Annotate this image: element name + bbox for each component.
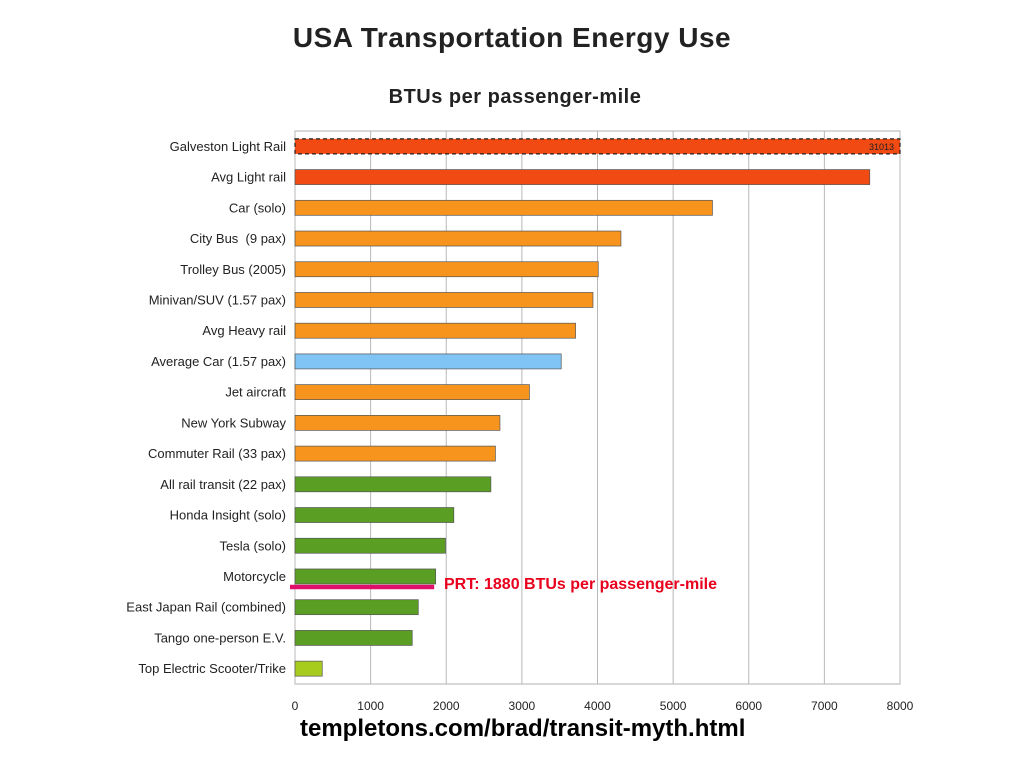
category-label: Motorcycle [223, 569, 286, 584]
bar-data-label: 31013 [869, 142, 894, 152]
category-label: City Bus (9 pax) [190, 231, 286, 246]
category-label: Top Electric Scooter/Trike [138, 661, 286, 676]
x-tick-label: 6000 [735, 699, 762, 713]
gridlines [294, 130, 901, 685]
category-label: Tango one-person E.V. [154, 630, 286, 645]
bar [294, 353, 562, 370]
x-tick-label: 5000 [660, 699, 687, 713]
bar [294, 537, 446, 554]
bar [294, 322, 576, 339]
x-tick-label: 8000 [887, 699, 914, 713]
category-label: Honda Insight (solo) [170, 508, 286, 523]
bar [294, 568, 437, 585]
category-label: New York Subway [181, 415, 286, 430]
category-label: All rail transit (22 pax) [160, 477, 286, 492]
bar [294, 660, 323, 677]
prt-reference-label: PRT: 1880 BTUs per passenger-mile [444, 576, 717, 593]
bar [294, 507, 455, 523]
category-label: Commuter Rail (33 pax) [148, 446, 286, 461]
category-label: East Japan Rail (combined) [126, 600, 286, 615]
category-label: Average Car (1.57 pax) [151, 354, 286, 369]
bar [294, 476, 492, 493]
x-tick-label: 1000 [357, 699, 384, 713]
category-label: Car (solo) [229, 200, 286, 215]
x-tick-labels: 0 1000 2000 3000 4000 5000 6000 7000 8000 [292, 699, 914, 713]
x-tick-label: 7000 [811, 699, 838, 713]
bar [294, 169, 871, 185]
category-label: Galveston Light Rail [170, 139, 286, 154]
bar [294, 261, 599, 278]
bar [294, 445, 496, 462]
bar [294, 630, 413, 646]
bar [294, 292, 594, 308]
x-tick-label: 4000 [584, 699, 611, 713]
x-tick-label: 0 [292, 699, 299, 713]
bar [294, 199, 713, 216]
bar [294, 138, 901, 155]
bar [294, 599, 419, 616]
category-label: Trolley Bus (2005) [180, 262, 286, 277]
bar [294, 384, 530, 400]
chart-title: USA Transportation Energy Use [292, 22, 732, 53]
source-url: templetons.com/brad/transit-myth.html [300, 715, 746, 742]
x-tick-label: 3000 [509, 699, 536, 713]
category-label: Jet aircraft [225, 385, 286, 400]
x-tick-label: 2000 [433, 699, 460, 713]
bar [294, 415, 501, 431]
category-labels: Galveston Light Rail Avg Light rail Car (s… [126, 139, 286, 676]
category-label: Avg Light rail [211, 170, 286, 185]
bar [294, 230, 622, 247]
chart-subtitle: BTUs per passenger-mile [388, 86, 642, 108]
category-label: Avg Heavy rail [202, 323, 286, 338]
category-label: Minivan/SUV (1.57 pax) [149, 292, 286, 307]
bars: 31013 [294, 138, 901, 677]
category-label: Tesla (solo) [220, 538, 286, 553]
